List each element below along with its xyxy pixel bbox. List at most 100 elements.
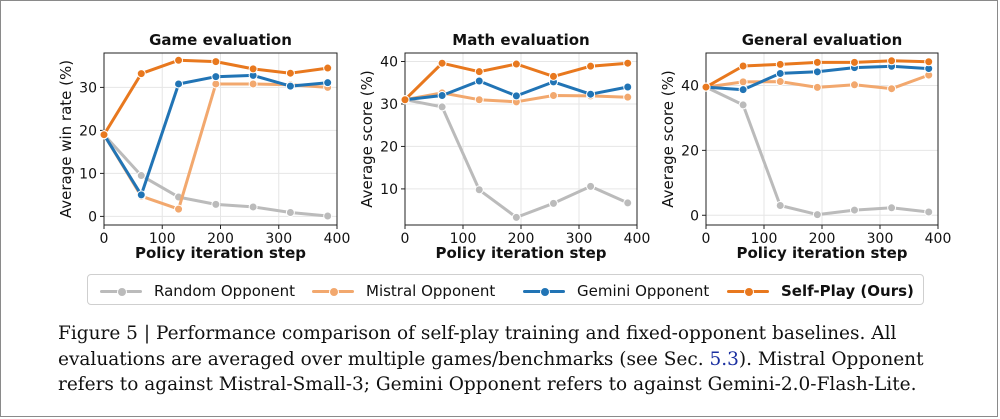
x-tick-label: 200 <box>508 231 535 247</box>
data-point-random <box>323 211 333 221</box>
y-tick-label: 0 <box>88 209 97 225</box>
x-tick-label: 400 <box>624 231 651 247</box>
data-point-random <box>623 198 633 208</box>
y-axis-label: Average score (%) <box>358 70 376 207</box>
data-point-selfplay <box>248 64 258 74</box>
x-tick-label: 300 <box>265 231 292 247</box>
data-point-selfplay <box>623 58 633 68</box>
data-point-mistral <box>738 77 748 87</box>
data-point-mistral <box>887 84 897 94</box>
data-point-selfplay <box>775 59 785 69</box>
data-point-mistral <box>248 79 258 89</box>
data-point-selfplay <box>586 61 596 71</box>
x-tick-label: 0 <box>702 231 711 247</box>
data-point-selfplay <box>474 67 484 77</box>
chart-title: Math evaluation <box>452 31 589 49</box>
x-tick-label: 400 <box>925 231 952 247</box>
data-point-gemini <box>136 190 146 200</box>
data-point-mistral <box>474 95 484 105</box>
chart-panel-1: 0 100 200 300 400 0 10 20 30 Game evaluation Polic… <box>57 31 350 262</box>
data-point-gemini <box>174 79 184 89</box>
legend-item-mistral: Mistral Opponent <box>310 275 495 306</box>
data-point-gemini <box>812 67 822 77</box>
y-tick-label: 40 <box>681 78 699 94</box>
x-tick-label: 0 <box>100 231 109 247</box>
data-point-selfplay <box>738 61 748 71</box>
data-point-selfplay <box>400 95 410 105</box>
data-point-random <box>136 171 146 181</box>
legend-item-selfplay: Self-Play (Ours) <box>725 275 914 306</box>
data-point-random <box>738 100 748 110</box>
data-point-selfplay <box>174 55 184 65</box>
data-point-random <box>285 208 295 218</box>
y-tick-label: 10 <box>380 182 398 198</box>
data-point-selfplay <box>211 57 221 67</box>
data-point-gemini <box>586 89 596 99</box>
series-selfplay <box>99 55 333 140</box>
y-tick-label: 20 <box>681 143 699 159</box>
series-gemini <box>400 76 633 105</box>
x-tick-label: 300 <box>867 231 894 247</box>
chart-panel-2: 0 100 200 300 400 10 20 30 40 Math evaluation Poli… <box>358 31 650 262</box>
data-point-gemini <box>437 90 447 100</box>
series-random <box>400 95 633 222</box>
series-random <box>701 82 934 220</box>
x-tick-label: 400 <box>324 231 351 247</box>
x-axis-label: Policy iteration step <box>135 244 306 262</box>
data-point-random <box>248 202 258 212</box>
figure-caption: Figure 5 | Performance comparison of sel… <box>58 321 958 398</box>
x-tick-label: 100 <box>751 231 778 247</box>
legend-item-random: Random Opponent <box>98 275 295 306</box>
y-tick-label: 20 <box>380 139 398 155</box>
series-selfplay <box>701 56 934 92</box>
data-point-gemini <box>775 68 785 78</box>
legend-label-mistral: Mistral Opponent <box>366 281 496 300</box>
x-tick-label: 200 <box>809 231 836 247</box>
data-point-selfplay <box>548 71 558 81</box>
data-point-mistral <box>812 82 822 92</box>
chart-panel-3: 0 100 200 300 400 0 20 40 General evaluation Poli… <box>659 31 951 262</box>
data-point-selfplay <box>511 59 521 69</box>
legend-label-gemini: Gemini Opponent <box>577 281 710 300</box>
x-tick-label: 0 <box>401 231 410 247</box>
legend-swatch-random <box>98 284 144 298</box>
data-point-random <box>775 201 785 211</box>
data-point-selfplay <box>849 57 859 67</box>
legend: Random Opponent Mistral Opponent Gemini … <box>87 274 924 305</box>
series-line-random <box>403 98 630 219</box>
data-point-random <box>511 212 521 222</box>
series-random <box>99 130 333 221</box>
x-axis-label: Policy iteration step <box>736 244 907 262</box>
data-point-mistral <box>623 92 633 102</box>
legend-swatch-gemini <box>521 284 567 298</box>
y-tick-label: 30 <box>380 97 398 113</box>
y-tick-label: 20 <box>79 123 97 139</box>
legend-swatch-selfplay <box>725 284 771 298</box>
data-point-gemini <box>211 72 221 82</box>
data-point-mistral <box>211 79 221 89</box>
x-tick-label: 100 <box>149 231 176 247</box>
data-point-random <box>887 203 897 213</box>
x-tick-label: 100 <box>450 231 477 247</box>
x-axis-label: Policy iteration step <box>435 244 606 262</box>
data-point-selfplay <box>887 56 897 66</box>
series-mistral <box>99 79 333 214</box>
data-point-random <box>437 102 447 112</box>
legend-label-random: Random Opponent <box>154 281 296 300</box>
x-tick-label: 300 <box>566 231 593 247</box>
y-axis-label: Average win rate (%) <box>57 60 75 218</box>
data-point-gemini <box>623 82 633 92</box>
data-point-gemini <box>511 91 521 101</box>
data-point-selfplay <box>99 130 109 140</box>
data-point-selfplay <box>285 68 295 78</box>
data-point-mistral <box>174 204 184 214</box>
data-point-random <box>474 185 484 195</box>
data-point-gemini <box>323 78 333 88</box>
data-point-random <box>586 181 596 191</box>
data-point-mistral <box>849 80 859 90</box>
data-point-random <box>849 205 859 215</box>
data-point-gemini <box>738 85 748 95</box>
caption-section-link[interactable]: 5.3 <box>709 348 739 370</box>
data-point-selfplay <box>812 57 822 67</box>
